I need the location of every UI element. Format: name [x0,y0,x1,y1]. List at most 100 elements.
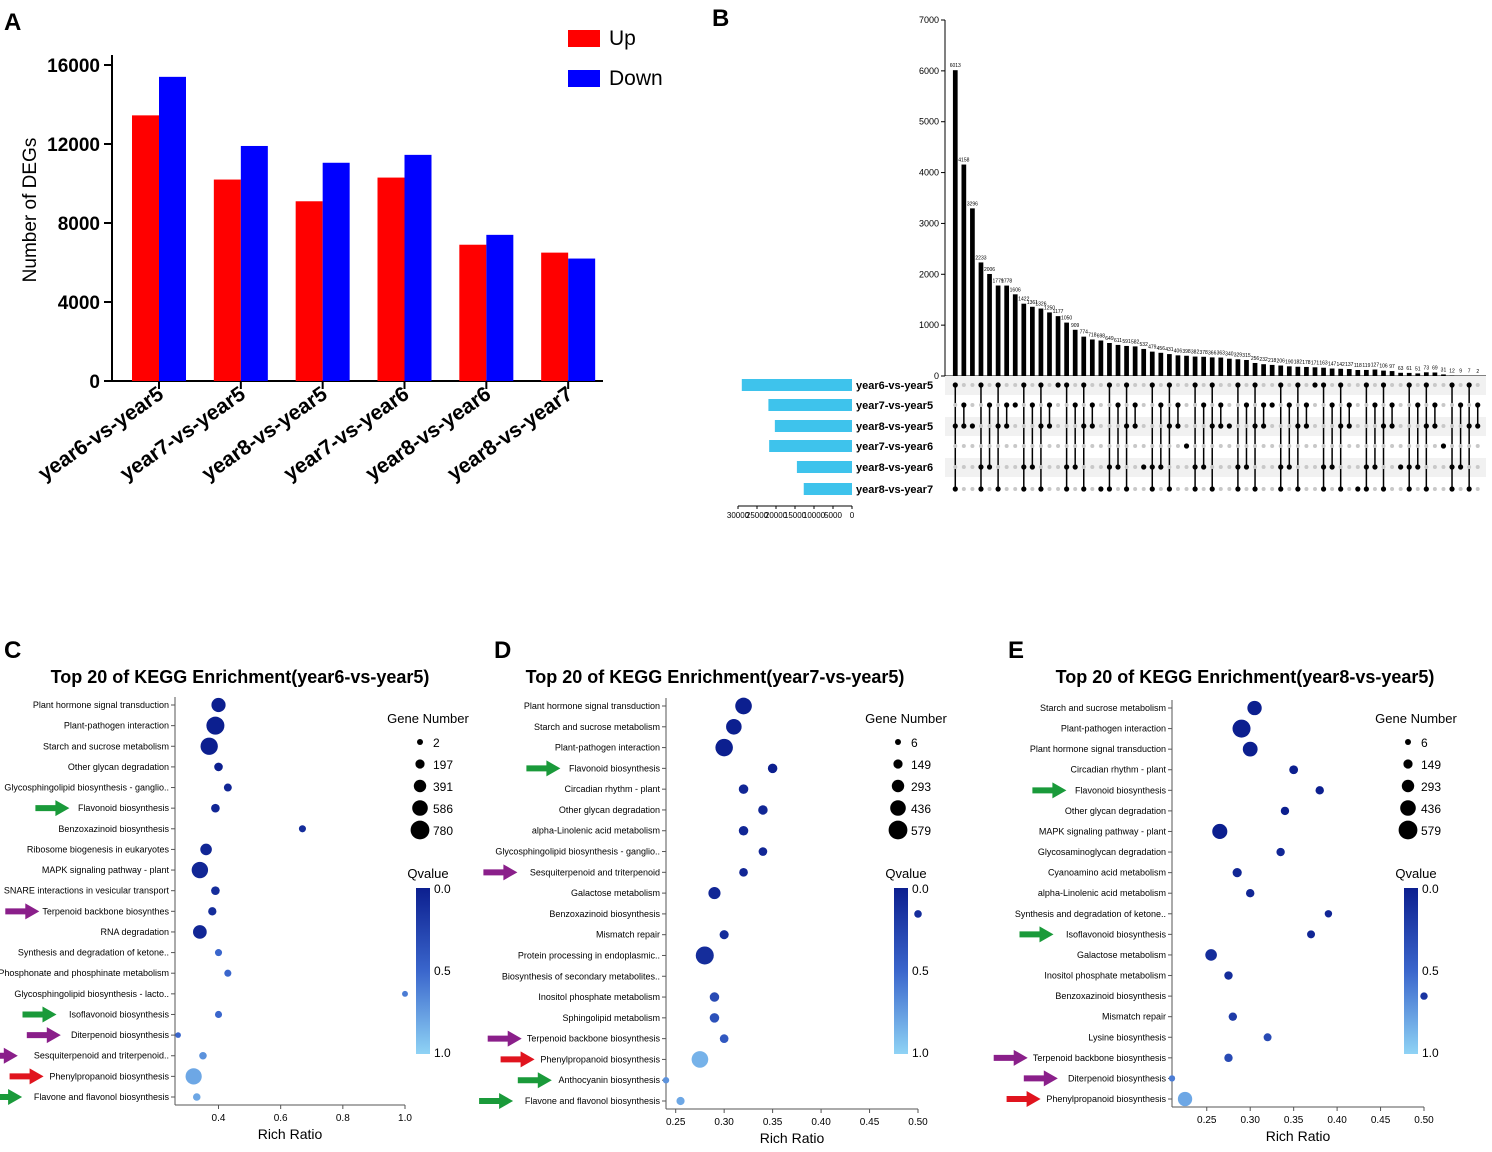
matrix-dot [1338,465,1343,469]
intersection-value-label: 1779 [993,279,1004,285]
matrix-dot [996,403,1001,407]
matrix-dot [1235,444,1240,448]
matrix-dot [1380,423,1387,429]
upset-y-tick-label: 4000 [919,168,939,178]
matrix-dot [1303,402,1310,408]
matrix-dot [1073,444,1078,448]
matrix-dot [1029,402,1035,408]
matrix-dot [1441,465,1446,469]
intersection-bar [1149,351,1155,376]
matrix-dot [986,464,993,470]
matrix-dot [1175,423,1181,429]
upset-y-tick-label: 7000 [919,15,939,25]
kegg-e-pathway-label: Starch and sucrose metabolism [1040,703,1166,713]
intersection-value-label: 256 [1251,356,1260,362]
kegg-e-arrow-icon [1023,1070,1058,1087]
matrix-dot [1030,424,1035,428]
matrix-dot [1390,383,1395,387]
set-size-bar [774,420,852,432]
kegg-d-dot [914,910,922,918]
matrix-dot [970,444,975,448]
kegg-d-arrow-icon [517,1072,552,1089]
matrix-dot [1158,424,1163,428]
kegg-c-dot [224,969,232,977]
matrix-dot [1072,402,1078,408]
intersection-bar [1201,356,1207,376]
upset-y-tick-label: 5000 [919,117,939,127]
intersection-value-label: 206 [1277,359,1286,365]
intersection-value-label: 163 [1319,361,1328,367]
kegg-e-pathway-label: Inositol phosphate metabolism [1044,971,1166,981]
intersection-bar [1244,359,1249,376]
matrix-dot [1372,383,1377,387]
matrix-dot [1458,383,1463,387]
matrix-dot [1107,444,1112,448]
kegg-e-pathway-label: Mismatch repair [1102,1012,1166,1022]
matrix-dot [1398,487,1403,491]
matrix-dot [1467,403,1472,407]
intersection-bar [1269,364,1275,376]
matrix-dot [1312,382,1318,388]
matrix-dot [1038,382,1044,388]
matrix-dot [1261,423,1267,429]
kegg-c-pathway-label: MAPK signaling pathway - plant [42,865,170,875]
matrix-dot [1021,403,1026,407]
matrix-dot [995,423,1001,429]
kegg-d-color-legend-title: Qvalue [885,866,926,881]
intersection-value-label: 171 [1311,360,1320,366]
kegg-d-x-tick-label: 0.40 [811,1117,831,1128]
matrix-dot [1440,443,1447,449]
matrix-dot [1475,423,1481,429]
kegg-d-size-legend-dot [893,759,903,769]
matrix-dot [1450,444,1455,448]
matrix-dot [1270,444,1275,448]
matrix-dot [1073,487,1078,491]
matrix-dot [1013,465,1018,469]
matrix-dot [1347,383,1352,387]
intersection-value-label: 97 [1389,364,1395,370]
matrix-dot [1261,444,1266,448]
kegg-e-size-legend-label: 149 [1421,758,1441,772]
kegg-d-dot [709,1013,720,1023]
matrix-dot [1089,402,1095,408]
bar-down [322,162,350,381]
set-size-bar [741,379,852,391]
matrix-dot [1398,424,1403,428]
kegg-c-pathway-label: Phenylpropanoid biosynthesis [49,1071,169,1081]
kegg-c-arrow-icon [35,800,70,817]
intersection-value-label: 1177 [1053,309,1064,315]
kegg-c-pathway-label: Phosphonate and phosphinate metabolism [0,968,169,978]
kegg-e-arrow-icon [993,1049,1028,1066]
matrix-dot [1150,424,1155,428]
matrix-dot [1441,424,1446,428]
matrix-dot [1390,465,1395,469]
kegg-d-size-legend-dot [890,800,906,816]
kegg-e-dot [1324,910,1333,918]
matrix-dot [1372,402,1378,408]
kegg-c-size-legend-label: 391 [433,780,453,794]
kegg-e-pathway-label: Plant hormone signal transduction [1030,744,1166,754]
set-size-bar [796,461,852,473]
panel-label-e: E [1008,637,1024,664]
matrix-dot [1380,382,1387,388]
matrix-dot [1090,465,1095,469]
kegg-e-pathway-label: Synthesis and degradation of ketone.. [1015,909,1166,919]
kegg-d-color-legend-label: 0.5 [912,964,929,978]
kegg-d-arrow-icon [500,1051,535,1068]
matrix-dot [1106,486,1113,492]
kegg-c-dot [200,737,218,755]
matrix-dot [1124,403,1129,407]
kegg-c-x-tick-label: 0.6 [274,1113,288,1124]
intersection-bar [1141,348,1147,376]
matrix-dot [1081,486,1087,492]
kegg-e-dot [1420,992,1428,1000]
set-label: year8-vs-year5 [856,421,933,433]
matrix-dot [1132,402,1138,408]
matrix-dot [1355,444,1360,448]
matrix-dot [1320,382,1327,388]
intersection-bar [1415,373,1421,376]
kegg-c-dot [214,1010,223,1019]
matrix-dot [1098,383,1103,387]
matrix-dot [1141,464,1147,470]
matrix-dot [1175,402,1181,408]
